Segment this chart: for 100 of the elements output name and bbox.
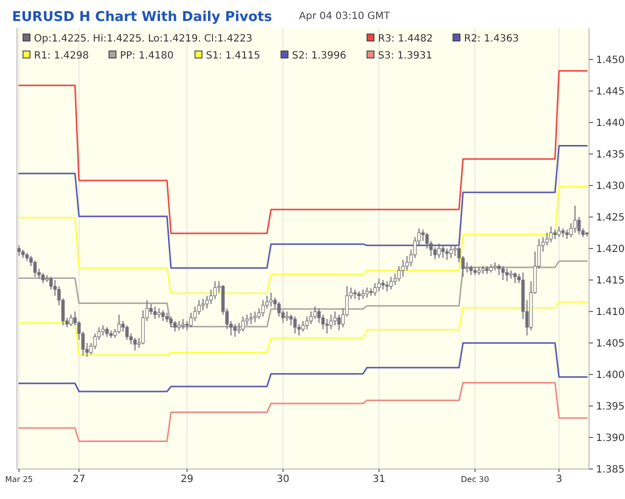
- candlestick: [437, 242, 441, 258]
- candlestick: [545, 232, 549, 246]
- y-tick-label: 1.425: [596, 212, 625, 224]
- candlestick: [241, 316, 245, 332]
- candlestick: [465, 262, 469, 273]
- candlestick: [161, 310, 165, 322]
- y-tick-label: 1.430: [596, 181, 625, 192]
- candlestick: [397, 266, 401, 282]
- candlestick: [285, 311, 289, 322]
- candlestick: [445, 248, 449, 260]
- x-tick-label: Dec 30: [460, 475, 490, 484]
- candlestick: [301, 320, 305, 332]
- y-tick-label: 1.395: [596, 402, 625, 412]
- candlestick: [133, 337, 137, 352]
- line-series: [18, 145, 588, 269]
- line-series: [18, 382, 588, 442]
- candlestick: [209, 288, 213, 304]
- y-tick-label: 1.415: [596, 276, 625, 286]
- y-tick-label: 1.435: [596, 150, 625, 160]
- candlestick: [165, 312, 169, 323]
- candlestick: [373, 282, 377, 296]
- candlestick: [557, 226, 561, 238]
- candlestick: [361, 288, 365, 300]
- candlestick: [553, 229, 557, 240]
- legend-label: S3: 1.3931: [378, 50, 432, 62]
- y-tick-label: 1.400: [596, 370, 625, 381]
- y-tick-label: 1.420: [596, 244, 625, 255]
- y-tick-label: 1.445: [596, 86, 625, 98]
- candlestick: [337, 314, 341, 331]
- candlestick: [317, 308, 321, 324]
- candlestick: [197, 300, 201, 316]
- candlestick: [269, 292, 273, 307]
- candlestick: [289, 314, 293, 326]
- candlestick: [245, 314, 249, 326]
- candlestick: [333, 311, 337, 326]
- candlestick: [205, 295, 209, 309]
- candlestick: [69, 314, 73, 326]
- candlestick: [381, 280, 385, 290]
- candlestick: [41, 272, 45, 284]
- y-tick-label: 1.450: [596, 55, 625, 66]
- line-series: [18, 301, 588, 356]
- candlestick: [249, 312, 253, 325]
- candlestick: [305, 316, 309, 330]
- y-tick-label: 1.385: [596, 464, 625, 476]
- candlestick: [549, 226, 553, 243]
- x-tick-label: 30: [276, 474, 290, 485]
- legend-label: PP: 1.4180: [120, 50, 174, 62]
- candlestick: [201, 298, 205, 311]
- candlestick: [405, 256, 409, 272]
- candlestick: [277, 302, 281, 318]
- candlestick: [309, 311, 313, 325]
- y-tick-label: 1.405: [596, 338, 625, 350]
- legend-label: R3: 1.4482: [378, 34, 433, 44]
- legend-label: S1: 1.4115: [206, 50, 260, 62]
- chart-subtitle: Apr 04 03:10 GMT: [299, 11, 391, 22]
- candlestick: [105, 326, 109, 338]
- y-tick-label: 1.410: [596, 307, 625, 318]
- candlestick: [425, 232, 429, 249]
- legend-label: S2: 1.3996: [292, 50, 346, 62]
- candlestick: [313, 306, 317, 320]
- x-tick-label: Mar 25: [5, 475, 33, 484]
- x-tick-label: 31: [372, 474, 386, 485]
- candlestick: [449, 244, 453, 258]
- legend-label: R1: 1.4298: [34, 50, 89, 62]
- x-tick-label: 29: [180, 474, 194, 485]
- candlestick: [177, 320, 181, 331]
- candlestick: [265, 295, 269, 309]
- candlestick: [213, 280, 217, 300]
- legend-label: Op:1.4225. Hi:1.4225. Lo:1.4219. Cl:1.4223: [34, 34, 252, 44]
- candlestick: [501, 266, 505, 280]
- candlestick: [421, 229, 425, 242]
- line-series: [18, 70, 588, 234]
- candlestick: [273, 297, 277, 309]
- x-tick-label: 27: [72, 474, 86, 485]
- y-tick-label: 1.390: [596, 433, 625, 444]
- candlestick: [17, 244, 21, 257]
- candlestick: [505, 268, 509, 282]
- candlestick: [377, 278, 381, 292]
- candlestick: [469, 265, 473, 276]
- candlestick: [193, 306, 197, 322]
- candlestick: [257, 308, 261, 320]
- candlestick: [149, 303, 153, 316]
- line-series: [18, 342, 588, 392]
- candlestick: [157, 308, 161, 318]
- x-tick-label: 3: [556, 474, 562, 485]
- candlestick: [565, 229, 569, 240]
- candlestick: [321, 314, 325, 330]
- candlestick: [401, 259, 405, 278]
- candlestick: [53, 280, 57, 296]
- candlestick: [453, 244, 457, 257]
- candlestick: [169, 316, 173, 328]
- candlestick: [153, 306, 157, 320]
- candlestick: [33, 260, 37, 278]
- candlestick: [385, 280, 389, 292]
- legend-label: R2: 1.4363: [464, 34, 519, 44]
- candlestick: [569, 222, 573, 238]
- candlestick: [293, 316, 297, 334]
- y-tick-label: 1.440: [596, 118, 625, 129]
- candlestick: [173, 320, 177, 332]
- chart-title: EURUSD H Chart With Daily Pivots: [12, 9, 272, 25]
